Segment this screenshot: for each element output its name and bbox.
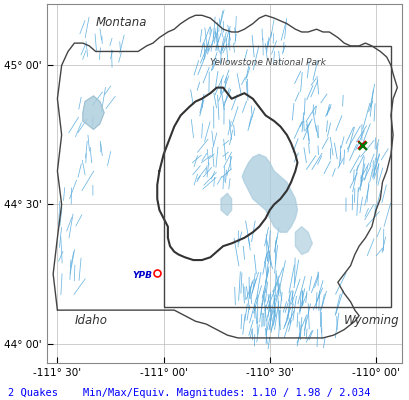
Polygon shape [83,96,104,129]
Bar [163,46,390,307]
Text: Wyoming: Wyoming [344,314,399,327]
Polygon shape [220,193,231,216]
Text: Idaho: Idaho [74,314,107,327]
Text: YPB: YPB [132,270,152,280]
Polygon shape [242,154,297,232]
Text: Yellowstone National Park: Yellowstone National Park [210,58,326,67]
Polygon shape [294,227,312,254]
Text: 2 Quakes    Min/Max/Equiv. Magnitudes: 1.10 / 1.98 / 2.034: 2 Quakes Min/Max/Equiv. Magnitudes: 1.10… [8,388,370,398]
Text: Montana: Montana [95,16,147,30]
